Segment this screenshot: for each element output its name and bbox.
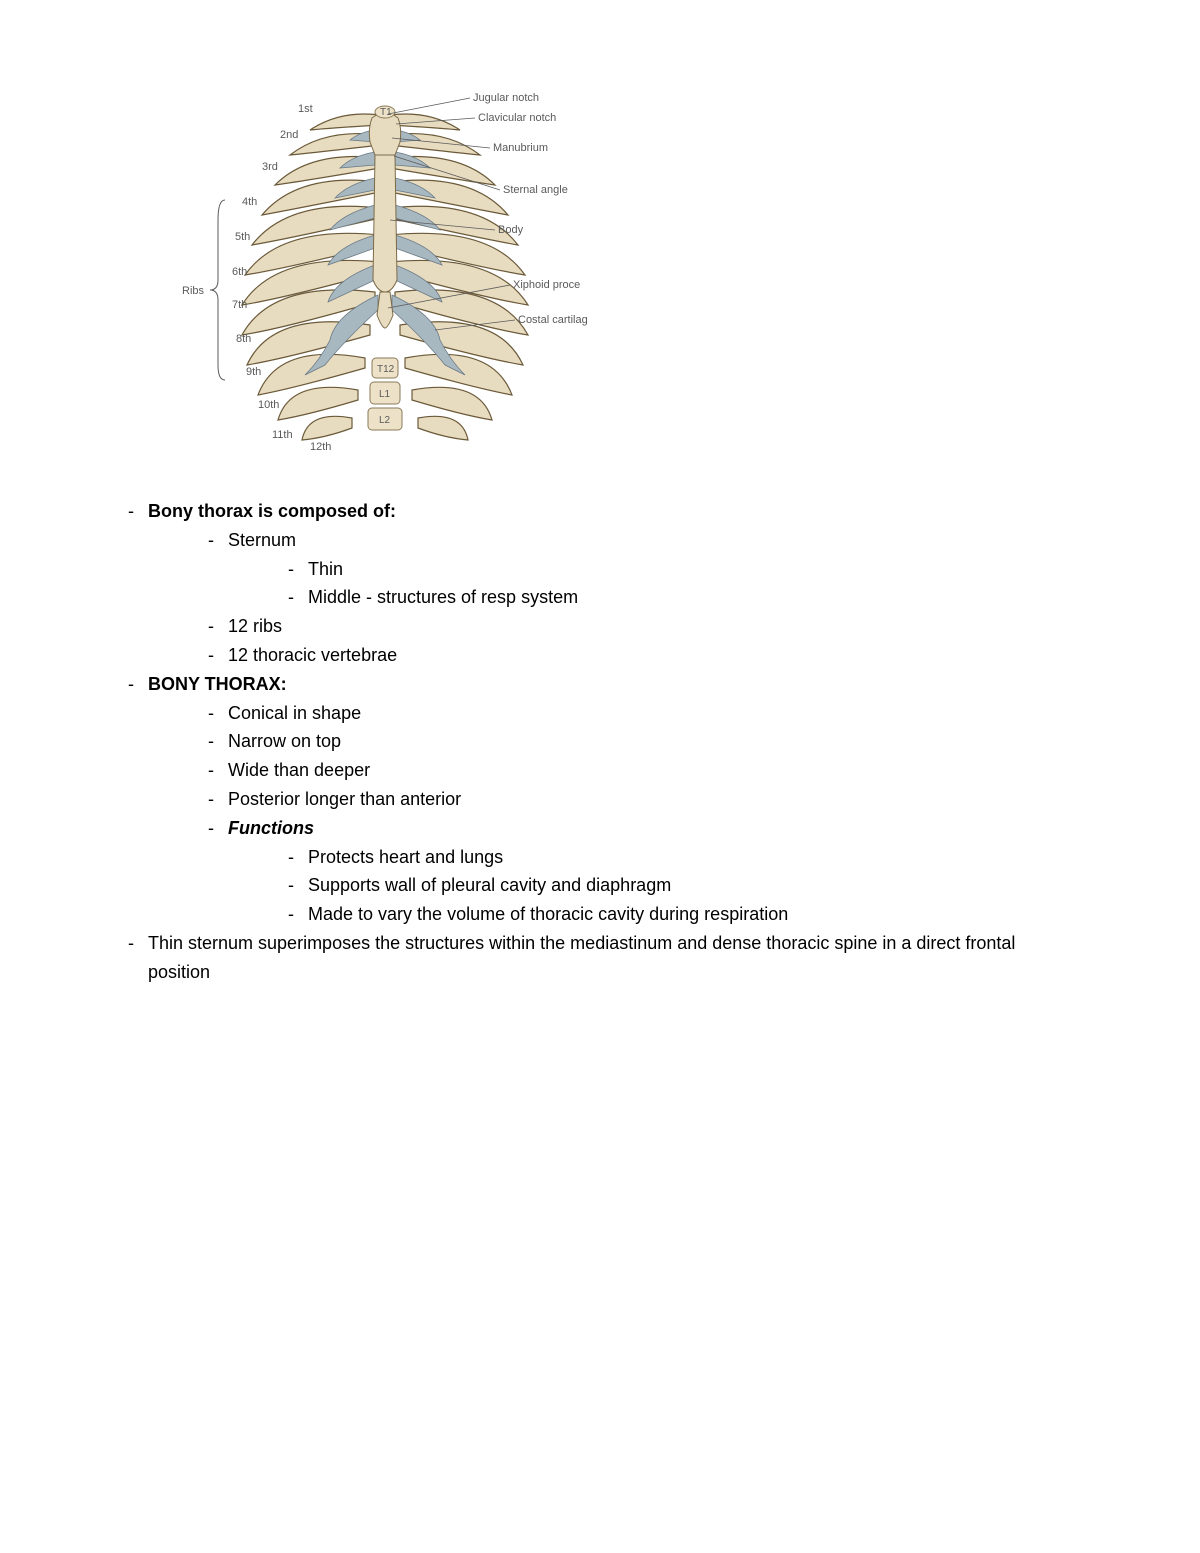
svg-text:7th: 7th (232, 299, 247, 311)
outline-item: 12 thoracic vertebrae (200, 641, 1080, 670)
outline-content: Bony thorax is composed of: Sternum Thin Mi… (120, 497, 1080, 987)
outline-item: Conical in shape (200, 699, 1080, 728)
outline-item: Posterior longer than anterior (200, 785, 1080, 814)
outline-text: Thin sternum superimposes the structures… (148, 933, 1015, 982)
vertebra-t12: T12 (377, 364, 395, 375)
outline-text: 12 thoracic vertebrae (228, 645, 397, 665)
outline-text: Thin (308, 559, 343, 579)
svg-text:11th: 11th (272, 429, 293, 441)
outline-item: Bony thorax is composed of: (120, 497, 1080, 526)
outline-item: Sternum (200, 526, 1080, 555)
ribs-brace (210, 200, 225, 380)
ribs-group-label: Ribs (182, 285, 205, 297)
outline-text: 12 ribs (228, 616, 282, 636)
outline-item: Made to vary the volume of thoracic cavi… (280, 900, 1080, 929)
label-body: Body (498, 224, 524, 236)
vertebra-l2: L2 (379, 415, 391, 426)
outline-text: Wide than deeper (228, 760, 370, 780)
outline-text: Functions (228, 818, 314, 838)
svg-text:3rd: 3rd (262, 161, 278, 173)
outline-text: Supports wall of pleural cavity and diap… (308, 875, 671, 895)
outline-text: Made to vary the volume of thoracic cavi… (308, 904, 788, 924)
outline-item: BONY THORAX: (120, 670, 1080, 699)
outline-text: Middle - structures of resp system (308, 587, 578, 607)
outline-item: Functions (200, 814, 1080, 843)
outline-text: Bony thorax is composed of: (148, 501, 396, 521)
label-manubrium: Manubrium (493, 142, 548, 154)
outline-text: Posterior longer than anterior (228, 789, 461, 809)
svg-text:5th: 5th (235, 231, 250, 243)
outline-text: Narrow on top (228, 731, 341, 751)
thorax-svg: Ribs (180, 80, 600, 480)
thorax-diagram: Ribs (180, 80, 1080, 485)
outline-item: Thin (280, 555, 1080, 584)
label-clavicular-notch: Clavicular notch (478, 112, 556, 124)
outline-text: Sternum (228, 530, 296, 550)
svg-text:2nd: 2nd (280, 129, 298, 141)
outline-item: 12 ribs (200, 612, 1080, 641)
label-xiphoid: Xiphoid proce (513, 279, 580, 291)
svg-text:8th: 8th (236, 333, 251, 345)
document-page: Ribs (0, 0, 1200, 1067)
vertebra-l1: L1 (379, 389, 391, 400)
outline-text: Conical in shape (228, 703, 361, 723)
outline-item: Thin sternum superimposes the structures… (120, 929, 1080, 987)
svg-text:12th: 12th (310, 441, 331, 453)
outline-item: Middle - structures of resp system (280, 583, 1080, 612)
svg-text:1st: 1st (298, 103, 313, 115)
outline-item: Wide than deeper (200, 756, 1080, 785)
vertebra-t1: T1 (380, 107, 392, 118)
svg-text:4th: 4th (242, 196, 257, 208)
outline-item: Narrow on top (200, 727, 1080, 756)
label-costal-cartilage: Costal cartilag (518, 314, 588, 326)
svg-text:9th: 9th (246, 366, 261, 378)
label-sternal-angle: Sternal angle (503, 184, 568, 196)
outline-text: BONY THORAX: (148, 674, 287, 694)
svg-text:10th: 10th (258, 399, 279, 411)
outline-item: Supports wall of pleural cavity and diap… (280, 871, 1080, 900)
svg-text:6th: 6th (232, 266, 247, 278)
label-jugular-notch: Jugular notch (473, 92, 539, 104)
outline-text: Protects heart and lungs (308, 847, 503, 867)
outline-item: Protects heart and lungs (280, 843, 1080, 872)
